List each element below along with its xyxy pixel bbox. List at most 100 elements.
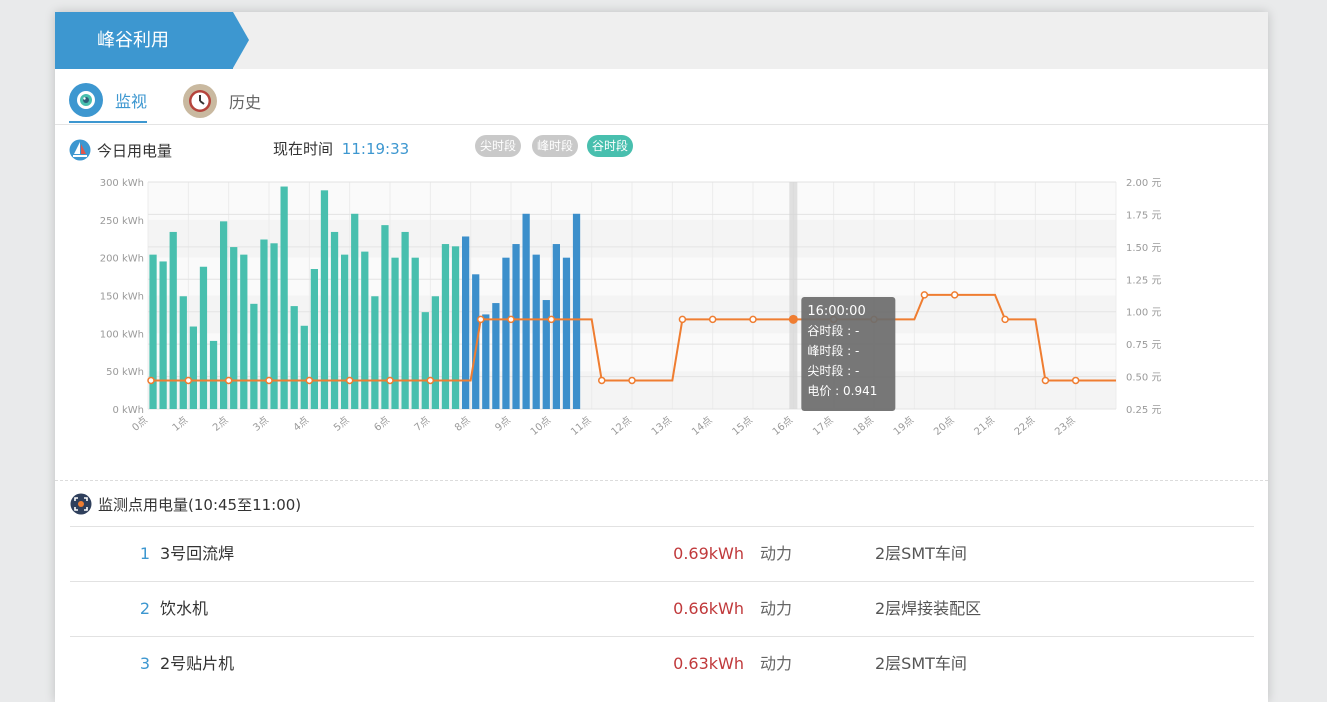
row-name: 2号贴片机	[160, 654, 235, 673]
x-tick-label: 15点	[730, 414, 755, 438]
y-right-tick-label: 0.25 元	[1126, 405, 1161, 416]
row-location: 2层SMT车间	[875, 654, 967, 673]
section-divider	[55, 480, 1268, 481]
today-usage-title: 今日用电量	[97, 141, 173, 160]
bar	[411, 257, 419, 409]
y-right-tick-label: 0.50 元	[1126, 373, 1161, 384]
x-tick-label: 23点	[1052, 414, 1077, 438]
y-left-tick-label: 50 kWh	[106, 367, 144, 378]
monitor-header: 监测点用电量(10:45至11:00)	[70, 493, 301, 515]
tooltip-box	[801, 297, 896, 411]
tooltip-line: 电价 : 0.941	[807, 384, 877, 398]
bar	[280, 186, 288, 409]
tab-monitor[interactable]: 监视	[69, 79, 148, 123]
bar	[542, 300, 550, 409]
bar	[482, 314, 490, 409]
x-tick-label: 3点	[251, 414, 271, 434]
row-value: 0.63kWh	[673, 654, 744, 673]
bar	[522, 213, 530, 409]
x-tick-label: 11点	[568, 414, 593, 438]
scan-icon	[70, 493, 92, 515]
bar	[431, 296, 440, 409]
price-point	[1001, 315, 1009, 324]
price-point	[265, 376, 273, 385]
y-right-tick-label: 0.75 元	[1126, 340, 1161, 351]
bar	[300, 325, 308, 409]
row-location: 2层SMT车间	[875, 544, 967, 563]
price-point-highlight	[788, 314, 798, 324]
x-tick-label: 10点	[528, 414, 553, 438]
x-tick-label: 4点	[291, 414, 311, 434]
bar	[169, 231, 177, 409]
chart-tooltip: 16:00:00 谷时段 : - 峰时段 : - 尖时段 : - 电价 : 0.941	[801, 297, 896, 411]
price-point	[184, 376, 193, 385]
bar	[209, 340, 218, 409]
price-point	[345, 376, 354, 385]
price-point	[628, 376, 636, 385]
list-item[interactable]: 1 3号回流焊 0.69kWh 动力 2层SMT车间	[70, 526, 1254, 581]
bar	[159, 261, 167, 409]
eye-icon	[69, 83, 103, 117]
bar	[441, 244, 450, 409]
x-tick-label: 6点	[372, 414, 392, 434]
segment-badge-valley[interactable]: 谷时段	[587, 135, 634, 157]
hover-band	[789, 182, 798, 409]
row-value: 0.69kWh	[673, 544, 744, 563]
sailboat-icon	[69, 139, 91, 161]
bar	[179, 296, 187, 409]
list-item[interactable]: 2 饮水机 0.66kWh 动力 2层焊接装配区	[70, 581, 1254, 636]
y-left-tick-label: 100 kWh	[100, 329, 144, 340]
page-title: 峰谷利用	[55, 12, 249, 69]
y-right-tick-label: 1.75 元	[1126, 210, 1161, 221]
tab-bar: 监视 历史	[55, 69, 1268, 125]
bar	[401, 231, 409, 409]
bar	[219, 221, 228, 409]
row-type: 动力	[760, 654, 793, 673]
x-tick-label: 8点	[452, 414, 472, 434]
bar	[290, 306, 298, 409]
y-left-tick-label: 300 kWh	[100, 178, 144, 189]
bar	[512, 244, 520, 409]
bar	[532, 254, 540, 409]
header-bar	[55, 12, 1268, 69]
y-right-tick-label: 1.25 元	[1126, 275, 1161, 286]
x-tick-label: 21点	[972, 414, 997, 438]
x-tick-label: 17点	[810, 414, 835, 438]
bar	[240, 254, 248, 409]
tooltip-line: 谷时段 : -	[807, 323, 859, 338]
tab-monitor-label: 监视	[115, 92, 148, 111]
y-left-tick-label: 0 kWh	[112, 405, 144, 416]
price-point	[598, 376, 606, 385]
y-right-tick-label: 2.00 元	[1126, 178, 1161, 189]
bar	[451, 246, 460, 409]
price-point	[920, 291, 929, 299]
x-tick-label: 5点	[331, 414, 351, 434]
price-point	[708, 315, 717, 324]
price-point	[224, 376, 233, 385]
y-left-tick-label: 150 kWh	[100, 292, 144, 303]
price-point	[547, 315, 556, 324]
x-tick-label: 1点	[170, 414, 190, 434]
current-time: 现在时间 11:19:33	[273, 138, 409, 159]
bar	[330, 231, 339, 409]
x-tick-label: 7点	[412, 414, 432, 434]
x-tick-label: 22点	[1012, 414, 1037, 438]
segment-badge-peak-sharp[interactable]: 尖时段	[475, 135, 522, 157]
row-index: 2	[139, 599, 150, 618]
bar	[461, 236, 470, 409]
bar	[472, 274, 480, 409]
tab-history[interactable]: 历史	[183, 79, 261, 123]
x-tick-label: 2点	[210, 414, 230, 434]
list-item[interactable]: 3 2号贴片机 0.63kWh 动力 2层SMT车间	[70, 636, 1254, 691]
price-point	[678, 315, 687, 324]
row-index: 3	[139, 654, 150, 673]
row-type: 动力	[760, 544, 793, 563]
tab-history-label: 历史	[229, 93, 262, 112]
bar	[230, 247, 238, 409]
segment-badge-peak[interactable]: 峰时段	[532, 135, 579, 157]
x-tick-label: 13点	[649, 414, 674, 438]
bar	[351, 213, 359, 409]
tooltip-time: 16:00:00	[807, 304, 865, 319]
bar	[320, 190, 329, 409]
bar	[361, 251, 369, 409]
